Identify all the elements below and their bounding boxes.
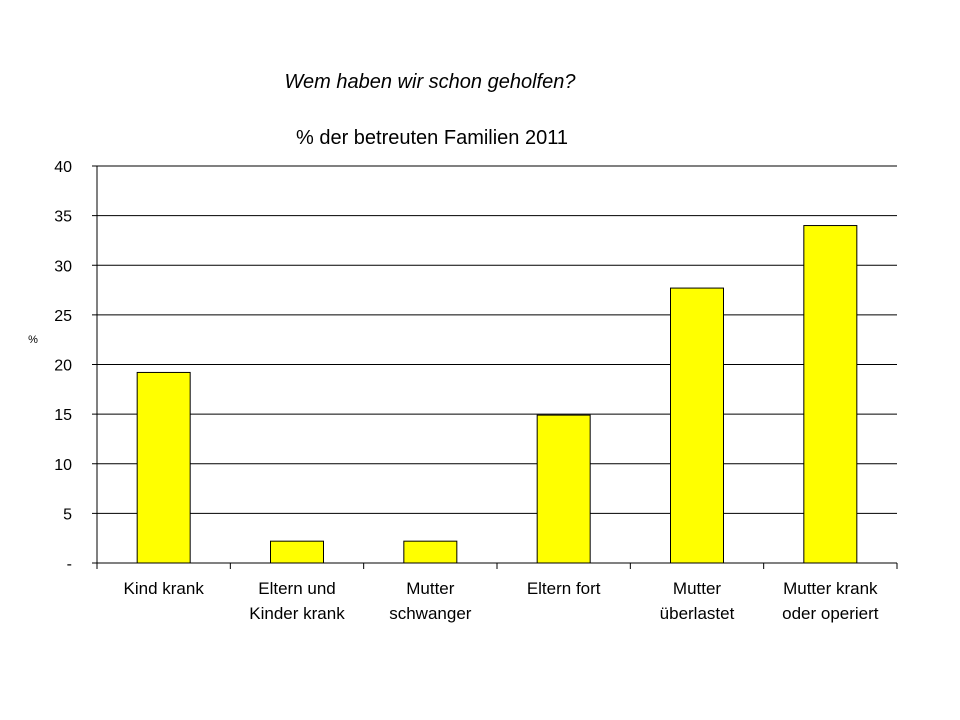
- y-tick-label: 5: [63, 506, 72, 523]
- y-tick-label: 40: [54, 159, 72, 176]
- bar: [403, 540, 458, 564]
- x-category-label: Kind krank: [124, 579, 205, 598]
- y-axis-label: %: [28, 334, 38, 346]
- bar: [536, 414, 591, 564]
- y-tick-label: 25: [54, 308, 72, 325]
- gridlines: [97, 165, 897, 514]
- y-tick-label: 20: [54, 358, 72, 375]
- y-tick-label: -: [67, 556, 72, 573]
- x-category-labels: Kind krank Eltern und Kinder krank Mutter sc…: [124, 579, 879, 623]
- x-category-label: Mutter krank oder operiert: [782, 579, 879, 623]
- x-category-label: Mutter schwanger: [389, 579, 472, 623]
- y-tick-label: 15: [54, 407, 72, 424]
- x-category-label: Eltern fort: [527, 579, 601, 598]
- bar: [670, 287, 724, 564]
- y-tick-label: 35: [54, 209, 72, 226]
- y-tick-label: 30: [54, 258, 72, 275]
- axes: [92, 165, 898, 569]
- chart-title: Wem haben wir schon geholfen?: [285, 71, 577, 93]
- bar: [803, 225, 858, 564]
- y-tick-labels: - 5 10 15 20 25 30 35 40: [54, 159, 72, 573]
- chart-subtitle: % der betreuten Familien 2011: [296, 127, 568, 149]
- bar: [136, 371, 191, 564]
- x-category-label: Eltern und Kinder krank: [249, 579, 345, 623]
- bar: [270, 540, 324, 564]
- x-category-label: Mutter überlastet: [660, 579, 735, 623]
- bars: [136, 225, 858, 564]
- y-tick-label: 10: [54, 457, 72, 474]
